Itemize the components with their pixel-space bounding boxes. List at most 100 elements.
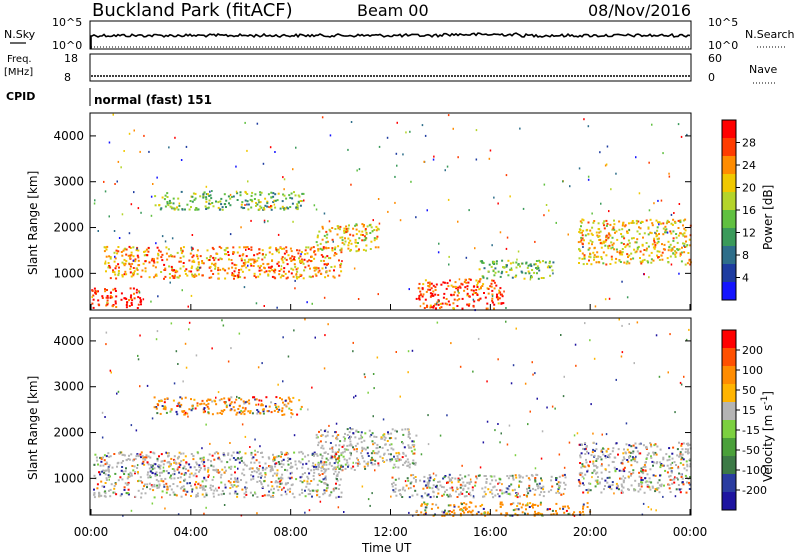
heatmap-cell	[93, 474, 96, 477]
heatmap-cell	[647, 452, 650, 455]
heatmap-cell	[174, 271, 177, 274]
heatmap-cell	[625, 443, 628, 446]
heatmap-cell	[142, 298, 145, 301]
heatmap-cell	[673, 461, 676, 464]
heatmap-cell	[427, 477, 430, 480]
heatmap-cell	[137, 303, 140, 306]
heatmap-cell	[582, 507, 584, 510]
heatmap-cell	[603, 227, 606, 230]
heatmap-cell	[537, 487, 540, 490]
heatmap-cell	[107, 474, 110, 477]
heatmap-cell	[497, 302, 500, 305]
heatmap-cell	[582, 510, 584, 513]
heatmap-cell	[246, 193, 249, 195]
heatmap-cell	[208, 276, 211, 279]
heatmap-cell	[615, 248, 618, 251]
heatmap-cell	[376, 235, 379, 238]
heatmap-cell	[325, 241, 328, 244]
heatmap-cell	[593, 256, 596, 259]
heatmap-cell	[135, 249, 138, 252]
heatmap-cell	[266, 202, 269, 205]
heatmap-cell	[181, 250, 184, 253]
heatmap-cell	[579, 220, 582, 223]
heatmap-cell	[180, 252, 183, 255]
heatmap-cell	[249, 446, 251, 448]
heatmap-cell	[558, 484, 561, 487]
heatmap-cell	[307, 264, 310, 267]
heatmap-cell	[245, 481, 248, 484]
heatmap-cell	[184, 208, 186, 211]
heatmap-cell	[648, 276, 650, 279]
heatmap-cell	[458, 278, 461, 281]
heatmap-cell	[333, 456, 336, 459]
heatmap-cell	[256, 451, 259, 453]
heatmap-cell	[373, 442, 376, 445]
heatmap-cell	[106, 245, 109, 248]
heatmap-cell	[681, 477, 684, 480]
heatmap-cell	[177, 513, 180, 516]
heatmap-cell	[275, 462, 278, 465]
heatmap-cell	[335, 474, 338, 477]
heatmap-cell	[222, 324, 225, 327]
heatmap-cell	[107, 467, 110, 470]
heatmap-cell	[428, 281, 431, 284]
heatmap-cell	[203, 408, 205, 411]
heatmap-cell	[250, 478, 253, 481]
heatmap-cell	[173, 382, 176, 385]
heatmap-cell	[133, 465, 136, 468]
heatmap-cell	[304, 266, 307, 269]
heatmap-cell	[194, 273, 197, 276]
heatmap-cell	[217, 471, 220, 474]
heatmap-cell	[109, 256, 112, 259]
heatmap-cell	[548, 209, 550, 212]
xtick-label: 16:00	[473, 525, 508, 539]
heatmap-cell	[299, 274, 302, 277]
heatmap-cell	[243, 259, 246, 262]
heatmap-cell	[683, 232, 686, 235]
heatmap-cell	[275, 248, 278, 251]
heatmap-cell	[324, 429, 327, 431]
heatmap-cell	[310, 469, 313, 472]
heatmap-cell	[151, 485, 154, 488]
heatmap-cell	[361, 436, 364, 439]
heatmap-cell	[538, 269, 541, 272]
heatmap-cell	[236, 479, 239, 482]
heatmap-cell	[260, 403, 263, 406]
heatmap-cell	[92, 294, 95, 297]
heatmap-cell	[114, 287, 117, 290]
heatmap-cell	[427, 284, 430, 287]
heatmap-cell	[103, 454, 106, 457]
heatmap-cell	[158, 484, 161, 487]
heatmap-cell	[427, 281, 430, 284]
heatmap-cell	[181, 397, 183, 400]
heatmap-cell	[658, 491, 661, 494]
heatmap-cell	[349, 440, 352, 443]
heatmap-cell	[298, 257, 300, 260]
heatmap-cell	[218, 458, 221, 461]
heatmap-cell	[645, 219, 648, 222]
heatmap-cell	[468, 482, 471, 485]
heatmap-cell	[325, 236, 328, 239]
heatmap-cell	[366, 463, 369, 466]
heatmap-cell	[643, 491, 646, 494]
heatmap-cell	[157, 254, 160, 257]
heatmap-cell	[177, 208, 180, 211]
heatmap-cell	[680, 251, 683, 254]
heatmap-cell	[122, 460, 124, 462]
heatmap-cell	[131, 465, 134, 467]
heatmap-cell	[632, 444, 635, 447]
heatmap-cell	[662, 458, 665, 461]
heatmap-cell	[655, 453, 658, 456]
heatmap-cell	[563, 511, 566, 514]
heatmap-cell	[434, 289, 437, 291]
heatmap-cell	[452, 307, 455, 310]
heatmap-cell	[108, 455, 111, 458]
heatmap-cell	[415, 297, 418, 300]
heatmap-cell	[184, 472, 187, 475]
heatmap-cell	[618, 220, 621, 223]
heatmap-cell	[320, 429, 322, 432]
heatmap-cell	[281, 477, 284, 480]
heatmap-cell	[641, 469, 644, 471]
heatmap-cell	[402, 452, 405, 455]
